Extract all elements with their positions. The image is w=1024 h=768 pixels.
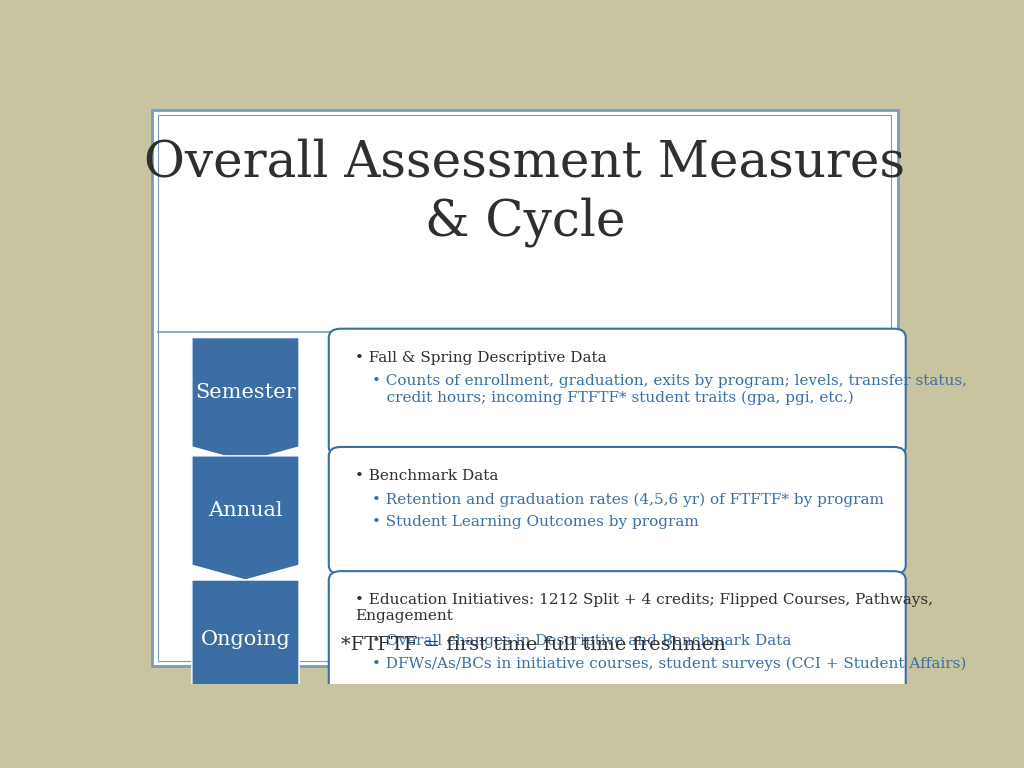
Text: *FTFTF = first time full time freshmen: *FTFTF = first time full time freshmen (341, 636, 726, 654)
Text: Ongoing: Ongoing (201, 630, 291, 649)
Text: • Overall changes in Descriptive and Benchmark Data: • Overall changes in Descriptive and Ben… (373, 634, 792, 648)
Text: • Benchmark Data: • Benchmark Data (355, 468, 499, 483)
Polygon shape (191, 580, 299, 713)
Text: • DFWs/As/BCs in initiative courses, student surveys (CCI + Student Affairs): • DFWs/As/BCs in initiative courses, stu… (373, 657, 967, 671)
FancyBboxPatch shape (152, 110, 898, 666)
FancyBboxPatch shape (329, 571, 905, 707)
FancyBboxPatch shape (329, 447, 905, 574)
FancyBboxPatch shape (329, 329, 905, 456)
Text: • Fall & Spring Descriptive Data: • Fall & Spring Descriptive Data (355, 350, 606, 365)
Text: • Counts of enrollment, graduation, exits by program; levels, transfer status,
 : • Counts of enrollment, graduation, exit… (373, 374, 968, 405)
Polygon shape (191, 456, 299, 580)
Text: • Education Initiatives: 1212 Split + 4 credits; Flipped Courses, Pathways,
Enga: • Education Initiatives: 1212 Split + 4 … (355, 593, 933, 624)
Text: • Retention and graduation rates (4,5,6 yr) of FTFTF* by program: • Retention and graduation rates (4,5,6 … (373, 492, 885, 507)
Text: & Cycle: & Cycle (425, 197, 625, 247)
Text: Semester: Semester (196, 382, 296, 402)
Polygon shape (191, 338, 299, 462)
Text: • Student Learning Outcomes by program: • Student Learning Outcomes by program (373, 515, 699, 529)
Text: Overall Assessment Measures: Overall Assessment Measures (144, 138, 905, 188)
Text: Annual: Annual (208, 501, 283, 520)
